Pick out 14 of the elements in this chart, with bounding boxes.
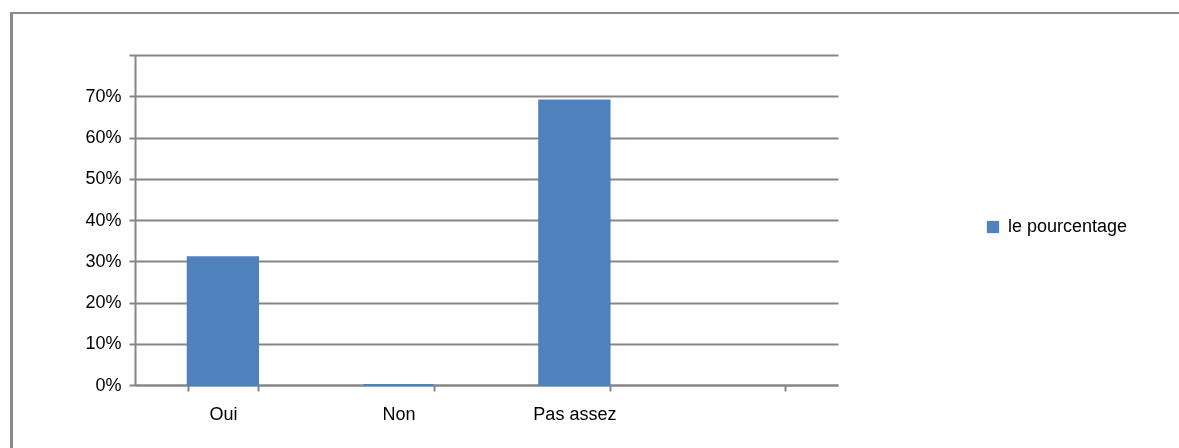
y-tick-label: 60% (85, 127, 122, 147)
x-tick-label: Oui (209, 403, 238, 424)
y-tick-label: 20% (85, 292, 122, 312)
y-tick-label: 30% (85, 250, 122, 271)
bar (186, 256, 260, 386)
y-tick-label: 10% (85, 333, 122, 354)
y-tick-label: 50% (85, 168, 122, 189)
y-tick-label: 0% (95, 374, 122, 395)
y-tick-label: 70% (85, 85, 122, 106)
x-tick-label: Pas assez (533, 403, 617, 424)
x-tick-label: Non (382, 403, 416, 424)
legend-label: le pourcentage (1008, 216, 1128, 236)
bar (538, 99, 611, 386)
y-tick-label: 40% (85, 209, 122, 230)
